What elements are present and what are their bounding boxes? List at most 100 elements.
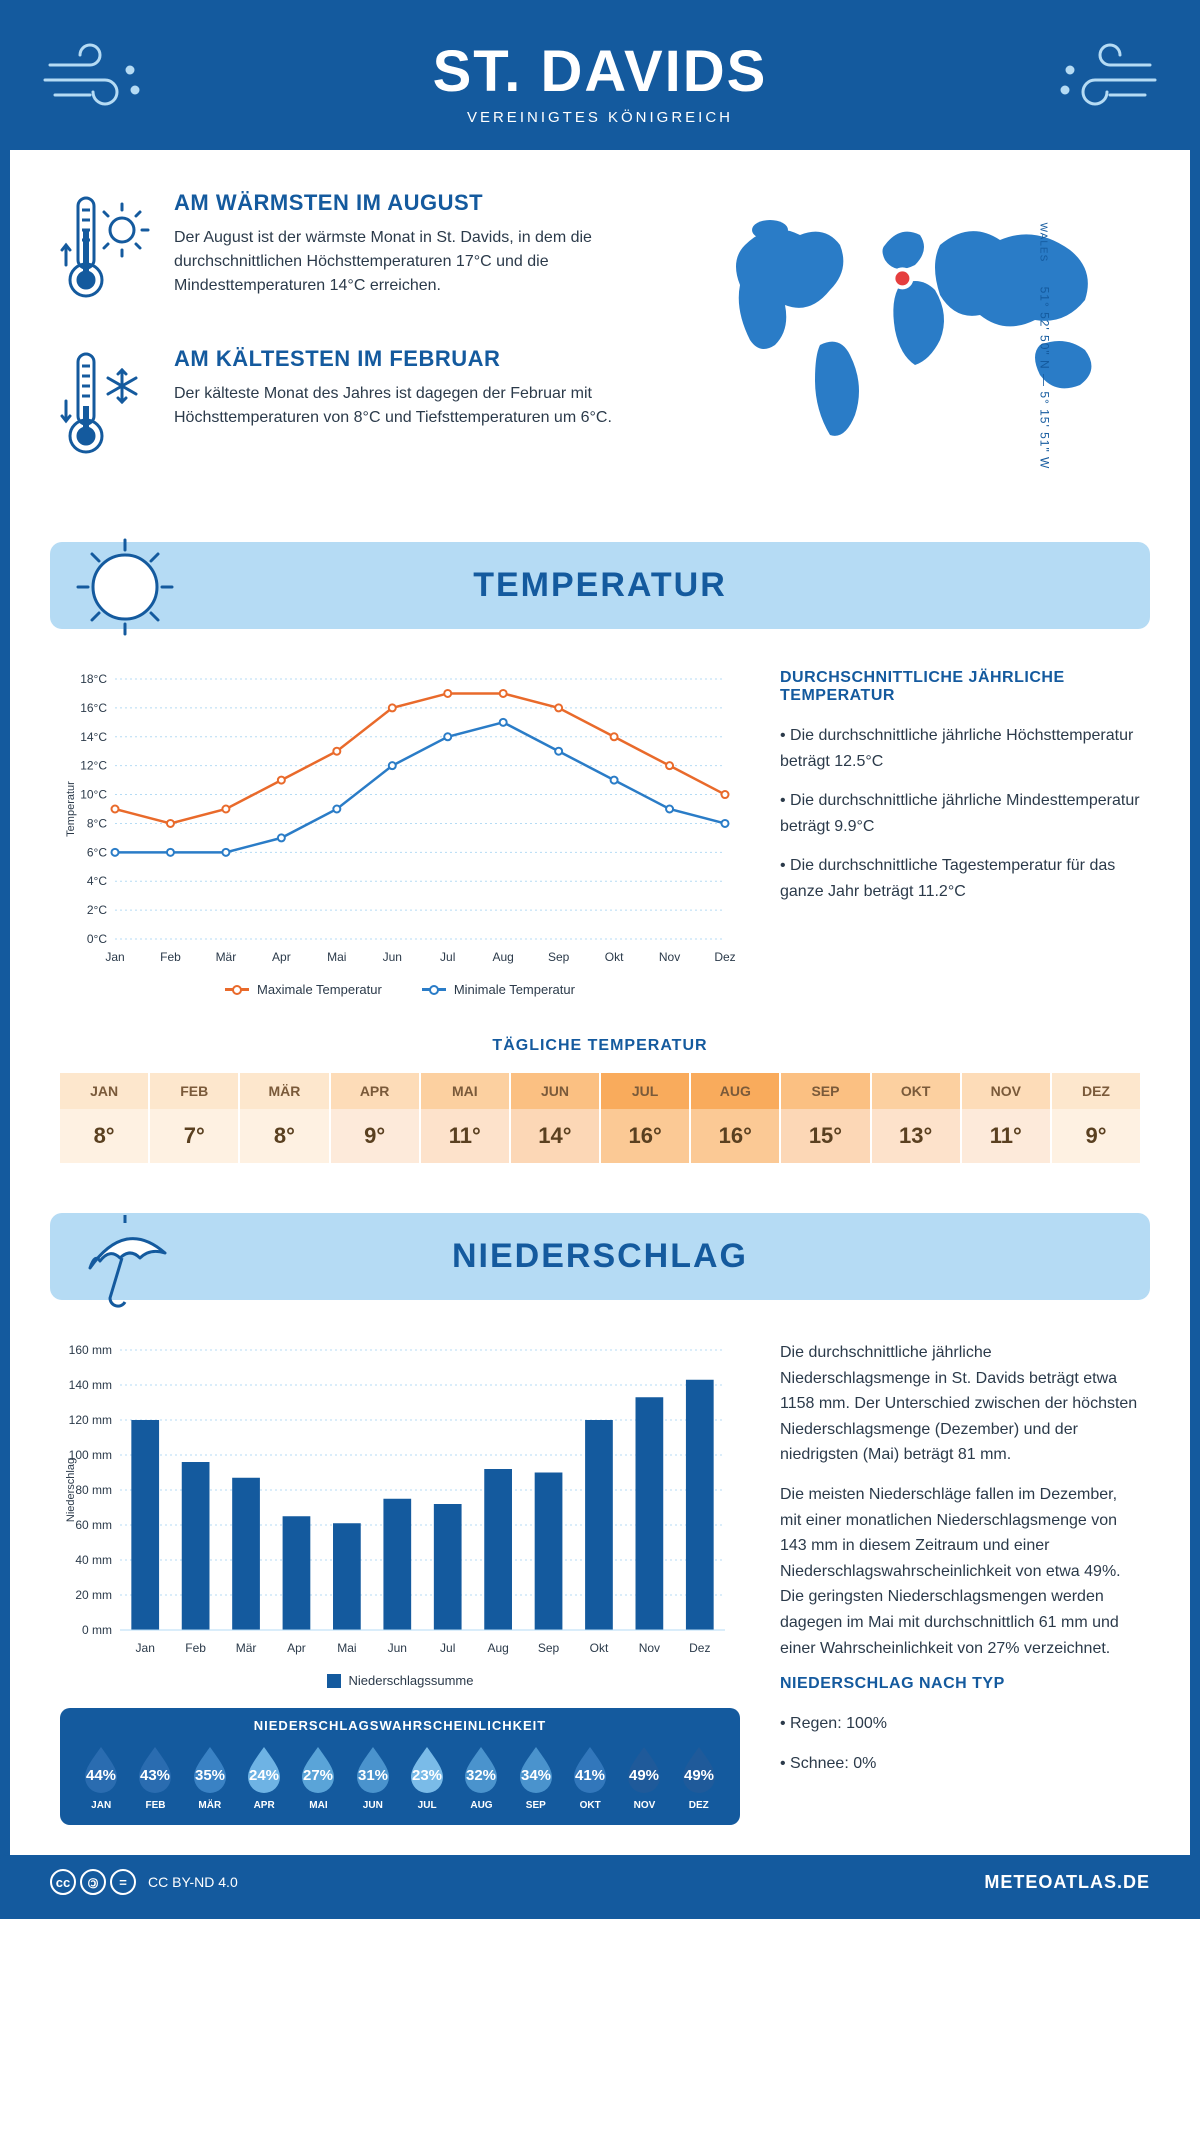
daily-temp-table: JAN8°FEB7°MÄR8°APR9°MAI11°JUN14°JUL16°AU… bbox=[60, 1073, 1140, 1163]
svg-text:10°C: 10°C bbox=[80, 788, 107, 802]
svg-text:Jul: Jul bbox=[440, 950, 455, 964]
precip-prob-drop: 43%FEB bbox=[128, 1743, 182, 1811]
precip-type-list: • Regen: 100% • Schnee: 0% bbox=[780, 1711, 1140, 1776]
world-map: WALES 51° 52' 50" N — 5° 15' 51" W bbox=[700, 190, 1140, 502]
svg-text:27%: 27% bbox=[303, 1767, 333, 1784]
svg-text:Nov: Nov bbox=[659, 950, 680, 964]
map-marker bbox=[893, 269, 911, 287]
svg-text:Jan: Jan bbox=[105, 950, 124, 964]
svg-text:2°C: 2°C bbox=[87, 903, 107, 917]
daily-temp-cell: NOV11° bbox=[962, 1073, 1052, 1163]
precipitation-banner: NIEDERSCHLAG bbox=[50, 1213, 1150, 1300]
footer: cc 🄯 = CC BY-ND 4.0 METEOATLAS.DE bbox=[10, 1855, 1190, 1909]
svg-text:Aug: Aug bbox=[493, 950, 514, 964]
svg-text:4°C: 4°C bbox=[87, 874, 107, 888]
precip-type-title: NIEDERSCHLAG NACH TYP bbox=[780, 1675, 1140, 1693]
svg-text:31%: 31% bbox=[358, 1767, 388, 1784]
svg-text:43%: 43% bbox=[140, 1767, 170, 1784]
precip-text-1: Die durchschnittliche jährliche Niedersc… bbox=[780, 1340, 1140, 1468]
location-region: WALES bbox=[1038, 223, 1049, 263]
svg-text:Mai: Mai bbox=[327, 950, 346, 964]
svg-text:0°C: 0°C bbox=[87, 932, 107, 946]
svg-text:160 mm: 160 mm bbox=[69, 1343, 112, 1357]
fact-warmest-title: AM WÄRMSTEN IM AUGUST bbox=[174, 190, 660, 216]
legend-precip-sum: Niederschlagssumme bbox=[327, 1673, 474, 1688]
svg-text:Dez: Dez bbox=[689, 1641, 710, 1655]
svg-text:Aug: Aug bbox=[487, 1641, 508, 1655]
precip-prob-drop: 24%APR bbox=[237, 1743, 291, 1811]
license-text: CC BY-ND 4.0 bbox=[148, 1874, 238, 1890]
svg-text:60 mm: 60 mm bbox=[75, 1518, 112, 1532]
precip-prob-drop: 34%SEP bbox=[509, 1743, 563, 1811]
precip-prob-title: NIEDERSCHLAGSWAHRSCHEINLICHKEIT bbox=[74, 1718, 726, 1733]
svg-text:Mai: Mai bbox=[337, 1641, 356, 1655]
daily-temp-cell: JAN8° bbox=[60, 1073, 150, 1163]
temperature-title: TEMPERATUR bbox=[70, 566, 1130, 605]
header: ST. DAVIDS VEREINIGTES KÖNIGREICH bbox=[10, 10, 1190, 150]
svg-text:Nov: Nov bbox=[639, 1641, 660, 1655]
daily-temp-cell: APR9° bbox=[331, 1073, 421, 1163]
wind-icon bbox=[40, 40, 160, 120]
temp-summary-title: DURCHSCHNITTLICHE JÄHRLICHE TEMPERATUR bbox=[780, 669, 1140, 705]
svg-text:Jun: Jun bbox=[388, 1641, 407, 1655]
temp-summary-item: • Die durchschnittliche jährliche Höchst… bbox=[780, 723, 1140, 774]
daily-temp-cell: OKT13° bbox=[872, 1073, 962, 1163]
precip-type-item: • Regen: 100% bbox=[780, 1711, 1140, 1737]
svg-text:Mär: Mär bbox=[236, 1641, 257, 1655]
location-coords: 51° 52' 50" N — 5° 15' 51" W bbox=[1038, 287, 1052, 470]
wind-icon bbox=[1040, 40, 1160, 120]
svg-text:Dez: Dez bbox=[714, 950, 735, 964]
svg-text:16°C: 16°C bbox=[80, 701, 107, 715]
temperature-banner: TEMPERATUR bbox=[50, 542, 1150, 629]
fact-warmest-text: Der August ist der wärmste Monat in St. … bbox=[174, 226, 660, 298]
thermometer-sun-icon bbox=[60, 190, 150, 310]
svg-text:Jan: Jan bbox=[136, 1641, 155, 1655]
svg-text:34%: 34% bbox=[521, 1767, 551, 1784]
svg-text:Apr: Apr bbox=[272, 950, 291, 964]
svg-text:120 mm: 120 mm bbox=[69, 1413, 112, 1427]
svg-text:49%: 49% bbox=[684, 1767, 714, 1784]
sun-icon bbox=[70, 532, 180, 642]
cc-license-icons: cc 🄯 = bbox=[50, 1869, 136, 1895]
svg-text:Temperatur: Temperatur bbox=[65, 781, 77, 837]
fact-coldest-text: Der kälteste Monat des Jahres ist dagege… bbox=[174, 382, 660, 430]
svg-text:32%: 32% bbox=[466, 1767, 496, 1784]
precip-prob-drop: 41%OKT bbox=[563, 1743, 617, 1811]
temp-summary-item: • Die durchschnittliche Tagestemperatur … bbox=[780, 853, 1140, 904]
thermometer-snow-icon bbox=[60, 346, 150, 466]
svg-text:140 mm: 140 mm bbox=[69, 1378, 112, 1392]
precip-prob-drop: 49%DEZ bbox=[672, 1743, 726, 1811]
daily-temp-cell: SEP15° bbox=[781, 1073, 871, 1163]
svg-text:Sep: Sep bbox=[538, 1641, 560, 1655]
svg-text:80 mm: 80 mm bbox=[75, 1483, 112, 1497]
precip-prob-drop: 44%JAN bbox=[74, 1743, 128, 1811]
svg-text:44%: 44% bbox=[86, 1767, 116, 1784]
svg-text:Niederschlag: Niederschlag bbox=[65, 1458, 77, 1522]
svg-text:20 mm: 20 mm bbox=[75, 1588, 112, 1602]
precipitation-bar-chart: 0 mm20 mm40 mm60 mm80 mm100 mm120 mm140 … bbox=[60, 1340, 740, 1660]
fact-warmest: AM WÄRMSTEN IM AUGUST Der August ist der… bbox=[60, 190, 660, 310]
svg-text:24%: 24% bbox=[249, 1767, 279, 1784]
legend-min-temp: Minimale Temperatur bbox=[422, 982, 575, 997]
daily-temp-cell: AUG16° bbox=[691, 1073, 781, 1163]
svg-text:Apr: Apr bbox=[287, 1641, 306, 1655]
precip-text-2: Die meisten Niederschläge fallen im Deze… bbox=[780, 1482, 1140, 1661]
svg-text:0 mm: 0 mm bbox=[82, 1623, 112, 1637]
svg-text:Sep: Sep bbox=[548, 950, 570, 964]
daily-temp-cell: MÄR8° bbox=[240, 1073, 330, 1163]
svg-text:18°C: 18°C bbox=[80, 672, 107, 686]
daily-temp-cell: MAI11° bbox=[421, 1073, 511, 1163]
svg-text:23%: 23% bbox=[412, 1767, 442, 1784]
precip-prob-drop: 35%MÄR bbox=[183, 1743, 237, 1811]
precip-prob-drop: 27%MAI bbox=[291, 1743, 345, 1811]
daily-temp-cell: DEZ9° bbox=[1052, 1073, 1140, 1163]
precip-prob-drop: 31%JUN bbox=[346, 1743, 400, 1811]
page-subtitle: VEREINIGTES KÖNIGREICH bbox=[30, 109, 1170, 126]
svg-text:8°C: 8°C bbox=[87, 816, 107, 830]
svg-text:12°C: 12°C bbox=[80, 759, 107, 773]
svg-text:Okt: Okt bbox=[605, 950, 624, 964]
svg-text:Mär: Mär bbox=[216, 950, 237, 964]
precip-type-item: • Schnee: 0% bbox=[780, 1751, 1140, 1777]
svg-text:40 mm: 40 mm bbox=[75, 1553, 112, 1567]
precip-prob-drop: 23%JUL bbox=[400, 1743, 454, 1811]
